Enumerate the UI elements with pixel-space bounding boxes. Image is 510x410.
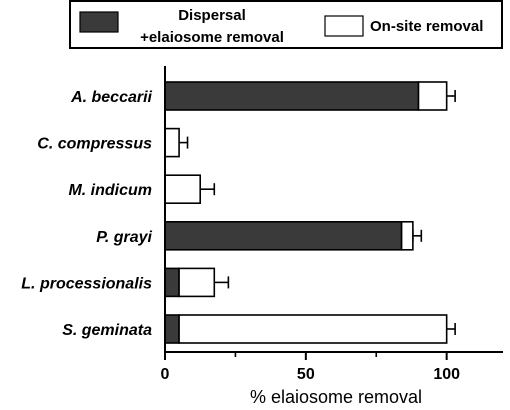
- legend-swatch-dispersal: [79, 11, 119, 33]
- category-label-p-grayi: P. grayi: [96, 229, 152, 246]
- legend-frame: [69, 0, 503, 49]
- bars: [164, 81, 456, 344]
- legend-label-onsite: On-site removal: [370, 18, 483, 35]
- bar-c-compressus-series-1: [164, 127, 180, 158]
- x-tick-label-0: 0: [161, 366, 170, 383]
- legend-label-dispersal-line1: Dispersal: [178, 7, 246, 24]
- bar-l-processionalis-series-0: [164, 267, 180, 298]
- x-axis-title: % elaiosome removal: [250, 387, 422, 407]
- category-label-m-indicum: M. indicum: [68, 182, 152, 199]
- category-label-s-geminata: S. geminata: [62, 322, 152, 339]
- category-labels: A. beccarii C. compressus M. indicum P. gra…: [21, 89, 152, 339]
- legend: Dispersal +elaiosome removal On-site rem…: [69, 0, 503, 49]
- x-tick-label-100: 100: [433, 366, 460, 383]
- category-label-a-beccarii: A. beccarii: [70, 89, 152, 106]
- legend-label-dispersal-line2: +elaiosome removal: [140, 29, 284, 46]
- legend-swatch-onsite: [324, 15, 364, 37]
- bar-p-grayi-series-1: [400, 221, 414, 251]
- bar-p-grayi-series-0: [164, 221, 403, 251]
- bar-l-processionalis-series-1: [178, 267, 216, 298]
- bar-a-beccarii-series-1: [417, 81, 448, 111]
- category-label-c-compressus: C. compressus: [37, 136, 152, 153]
- bar-s-geminata-series-0: [164, 314, 180, 344]
- bar-s-geminata-series-1: [178, 314, 448, 344]
- bar-a-beccarii-series-0: [164, 81, 420, 111]
- x-tick-label-50: 50: [297, 366, 315, 383]
- bar-m-indicum-series-1: [164, 174, 202, 204]
- category-label-l-processionalis: L. processionalis: [21, 275, 152, 292]
- x-axis-ticks: 0 50 100: [161, 352, 460, 383]
